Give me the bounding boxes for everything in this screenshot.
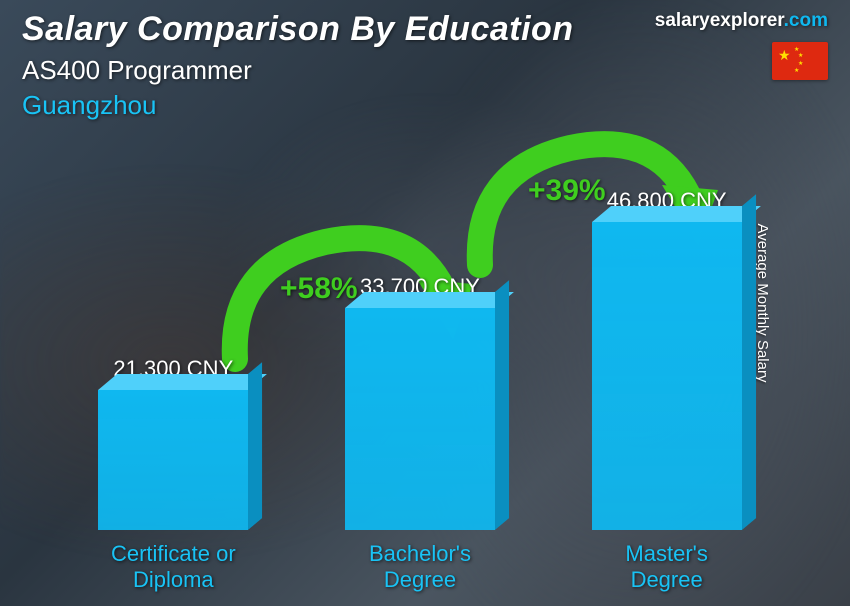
bar-side-face <box>495 280 509 530</box>
bar-front-face <box>345 308 495 530</box>
category-label: Master'sDegree <box>567 541 767 592</box>
bar-side-face <box>742 194 756 530</box>
site-suffix: .com <box>784 10 828 31</box>
site-brand: salaryexplorer.com <box>655 10 828 32</box>
flag-icon: ★ ★ ★ ★ ★ <box>772 42 828 80</box>
bars-container: 21,300 CNY 33,700 CNY46,800 CNY <box>50 150 790 530</box>
location: Guangzhou <box>22 90 574 121</box>
bar-front-face <box>592 222 742 530</box>
bar-side-face <box>248 362 262 530</box>
flag-star-icon: ★ <box>798 60 803 67</box>
flag-star-icon: ★ <box>794 67 799 74</box>
bar-group: 33,700 CNY <box>320 274 520 530</box>
job-title: AS400 Programmer <box>22 55 574 86</box>
category-label: Bachelor'sDegree <box>320 541 520 592</box>
bar-front-face <box>98 390 248 530</box>
title-block: Salary Comparison By Education AS400 Pro… <box>22 10 574 121</box>
bar <box>98 390 248 530</box>
bar-top-face <box>98 374 267 390</box>
bar-group: 21,300 CNY <box>73 356 273 530</box>
flag-star-icon: ★ <box>798 52 803 59</box>
bar <box>592 222 742 530</box>
bar-top-face <box>345 292 514 308</box>
header-right: salaryexplorer.com ★ ★ ★ ★ ★ <box>655 10 828 80</box>
category-labels: Certificate orDiploma Bachelor'sDegree Mas… <box>50 541 790 592</box>
site-name: salaryexplorer <box>655 10 784 31</box>
bar-top-face <box>592 206 761 222</box>
bar-group: 46,800 CNY <box>567 188 767 530</box>
flag-star-icon: ★ <box>778 47 791 64</box>
header: Salary Comparison By Education AS400 Pro… <box>22 10 828 121</box>
main-title: Salary Comparison By Education <box>22 10 574 49</box>
category-label: Certificate orDiploma <box>73 541 273 592</box>
chart: +58%+39% 21,300 CNY33,700 CNY46,800 CNY … <box>50 122 790 592</box>
bar <box>345 308 495 530</box>
